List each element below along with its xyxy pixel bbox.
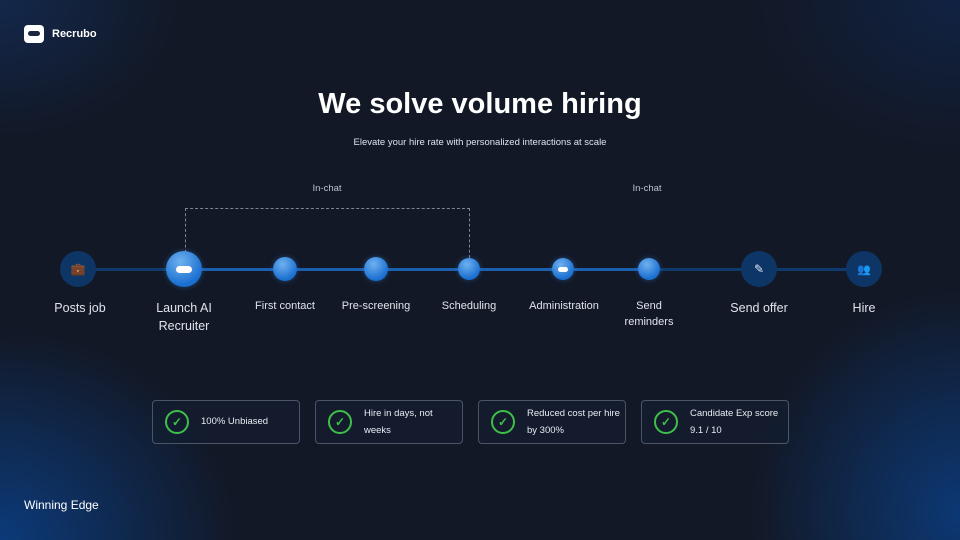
timeline-line-active bbox=[184, 268, 649, 271]
check-circle-icon: ✓ bbox=[328, 410, 352, 434]
check-circle-icon: ✓ bbox=[165, 410, 189, 434]
page-title: We solve volume hiring bbox=[318, 88, 642, 120]
page-subtitle: Elevate your hire rate with personalized… bbox=[353, 137, 607, 148]
step-node-hire: 👥 bbox=[846, 251, 882, 287]
step-label: Scheduling bbox=[441, 300, 497, 312]
robot-icon bbox=[558, 266, 568, 272]
step-label: Pre-screening bbox=[341, 300, 411, 312]
benefit-card: ✓ Candidate Exp score 9.1 / 10 bbox=[641, 400, 789, 444]
benefit-card: ✓ Reduced cost per hire by 300% bbox=[478, 400, 626, 444]
benefit-card: ✓ Hire in days, not weeks bbox=[315, 400, 463, 444]
brand-logo: Recrubo bbox=[24, 25, 97, 43]
step-node-send-offer: ✎ bbox=[741, 251, 777, 287]
benefit-text: Candidate Exp score 9.1 / 10 bbox=[690, 407, 779, 436]
step-node-first-contact bbox=[273, 257, 297, 281]
check-circle-icon: ✓ bbox=[491, 410, 515, 434]
pencil-icon: ✎ bbox=[753, 262, 765, 276]
benefit-text: Hire in days, not weeks bbox=[364, 407, 433, 436]
step-label: Send offer bbox=[730, 301, 788, 315]
briefcase-icon: 💼 bbox=[70, 262, 86, 276]
step-node-administration bbox=[552, 258, 574, 280]
step-node-scheduling bbox=[458, 258, 480, 280]
step-node-launch-ai bbox=[166, 251, 202, 287]
step-label: Launch AI Recruiter bbox=[156, 301, 212, 334]
check-circle-icon: ✓ bbox=[654, 410, 678, 434]
step-label: First contact bbox=[255, 300, 315, 312]
benefit-card: ✓ 100% Unbiased bbox=[152, 400, 300, 444]
timeline-line bbox=[78, 268, 184, 271]
step-label: Administration bbox=[529, 300, 599, 312]
brand-name: Recrubo bbox=[52, 28, 97, 40]
step-label: Posts job bbox=[54, 301, 106, 315]
benefit-text: Reduced cost per hire by 300% bbox=[527, 407, 620, 436]
robot-icon bbox=[176, 265, 192, 273]
step-node-send-reminders bbox=[638, 258, 660, 280]
benefit-text: 100% Unbiased bbox=[201, 416, 269, 428]
step-node-posts-job: 💼 bbox=[60, 251, 96, 287]
in-chat-label: In-chat bbox=[312, 183, 342, 194]
in-chat-bracket bbox=[185, 208, 470, 258]
step-label: Hire bbox=[852, 301, 876, 315]
step-label: Send reminders bbox=[624, 300, 674, 328]
step-node-pre-screening bbox=[364, 257, 388, 281]
robot-chat-icon bbox=[24, 25, 44, 43]
footer-text: Winning Edge bbox=[24, 498, 99, 512]
in-chat-label: In-chat bbox=[632, 183, 662, 194]
team-icon: 👥 bbox=[857, 263, 871, 276]
